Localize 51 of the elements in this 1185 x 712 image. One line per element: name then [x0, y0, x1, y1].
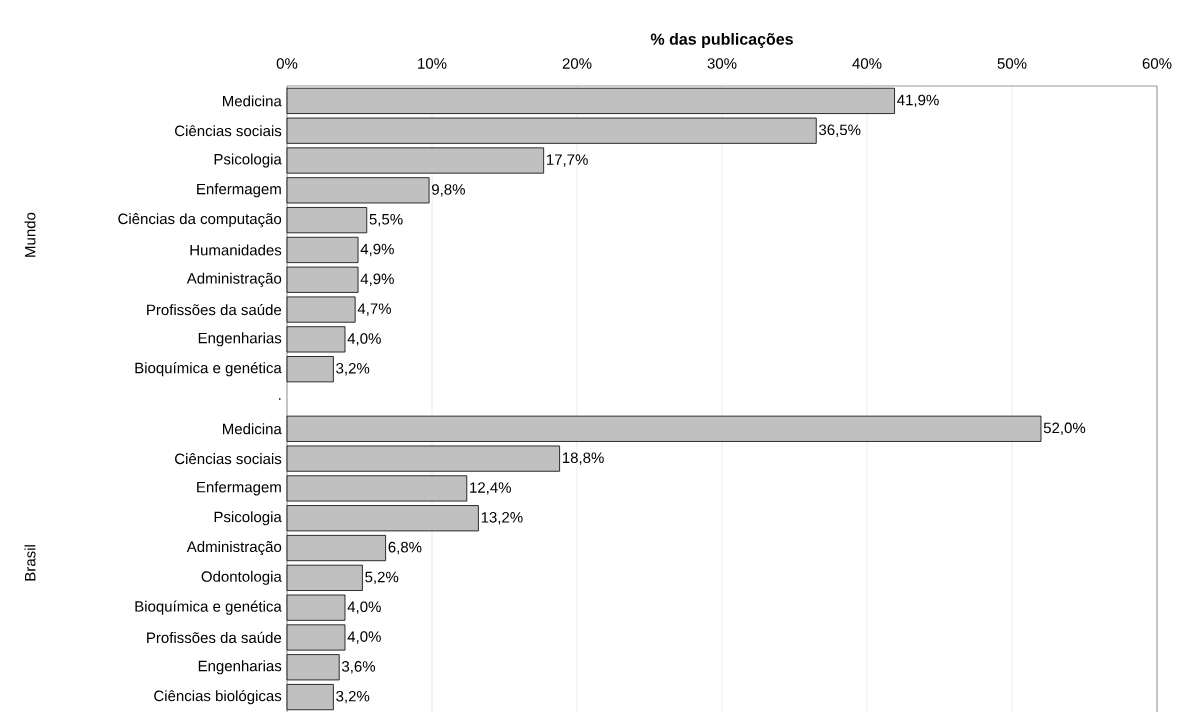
y-tick-label: Medicina	[223, 423, 282, 435]
y-tick-label: Ciências da computação	[118, 213, 282, 228]
data-label: 3,2%	[336, 362, 370, 376]
x-tick-label: 0%	[276, 58, 298, 69]
data-label: 4,0%	[347, 631, 381, 644]
y-tick-label: Engenharias	[198, 660, 282, 675]
y-tick-label: Psicologia	[214, 153, 282, 168]
x-tick-label: 10%	[418, 58, 447, 69]
data-label: 17,7%	[547, 154, 588, 167]
x-tick-label: 30%	[707, 58, 737, 69]
y-tick-label: Profissões da saúde	[147, 631, 282, 644]
data-label: 5,2%	[365, 571, 399, 585]
y-tick-label: Enfermagem	[197, 183, 281, 198]
data-label: 4,0%	[347, 333, 381, 346]
y-tick-label: .	[279, 398, 281, 400]
data-label: 13,2%	[481, 512, 523, 525]
y-tick-label: Ciências sociais	[175, 125, 282, 137]
data-label: 12,4%	[470, 482, 511, 495]
data-label: 4,9%	[360, 243, 394, 257]
y-tick-label: Engenharias	[198, 332, 282, 347]
data-label: 41,9%	[897, 94, 939, 108]
data-label: 52,0%	[1043, 422, 1086, 435]
y-tick-label: Psicologia	[214, 511, 282, 526]
y-tick-label: Humanidades	[190, 244, 282, 256]
data-label: 18,8%	[562, 452, 604, 465]
data-label: 4,9%	[360, 273, 394, 286]
x-axis-title: % das publicações	[650, 33, 793, 48]
x-tick-label: 60%	[1142, 58, 1172, 69]
x-tick-label: 20%	[562, 58, 592, 69]
data-label: 6,8%	[388, 541, 422, 555]
y-tick-label: Odontologia	[201, 570, 282, 585]
data-label: 36,5%	[819, 124, 861, 137]
y-tick-label: Ciências sociais	[175, 453, 282, 465]
data-label: 9,8%	[432, 184, 465, 197]
y-tick-label: Bioquímica e genética	[135, 600, 282, 615]
data-label: 5,5%	[369, 213, 403, 227]
y-tick-label: Profissões da saúde	[147, 303, 282, 316]
text: Mundo	[24, 212, 36, 257]
y-tick-label: Ciências biológicas	[154, 690, 282, 705]
y-tick-label: Bioquímica e genética	[135, 362, 282, 377]
data-label: 4,7%	[357, 303, 391, 316]
y-tick-label: Administração	[186, 541, 282, 556]
data-label: 3,2%	[336, 690, 370, 704]
data-label: 3,6%	[341, 661, 376, 674]
x-tick-label: 40%	[852, 58, 882, 69]
data-label: 4,0%	[347, 601, 381, 614]
y-tick-label: Administração	[186, 272, 282, 287]
text: Brasil	[24, 545, 36, 581]
x-tick-label: 50%	[997, 58, 1027, 69]
y-tick-label: Medicina	[223, 95, 282, 107]
y-tick-label: Enfermagem	[197, 481, 281, 496]
